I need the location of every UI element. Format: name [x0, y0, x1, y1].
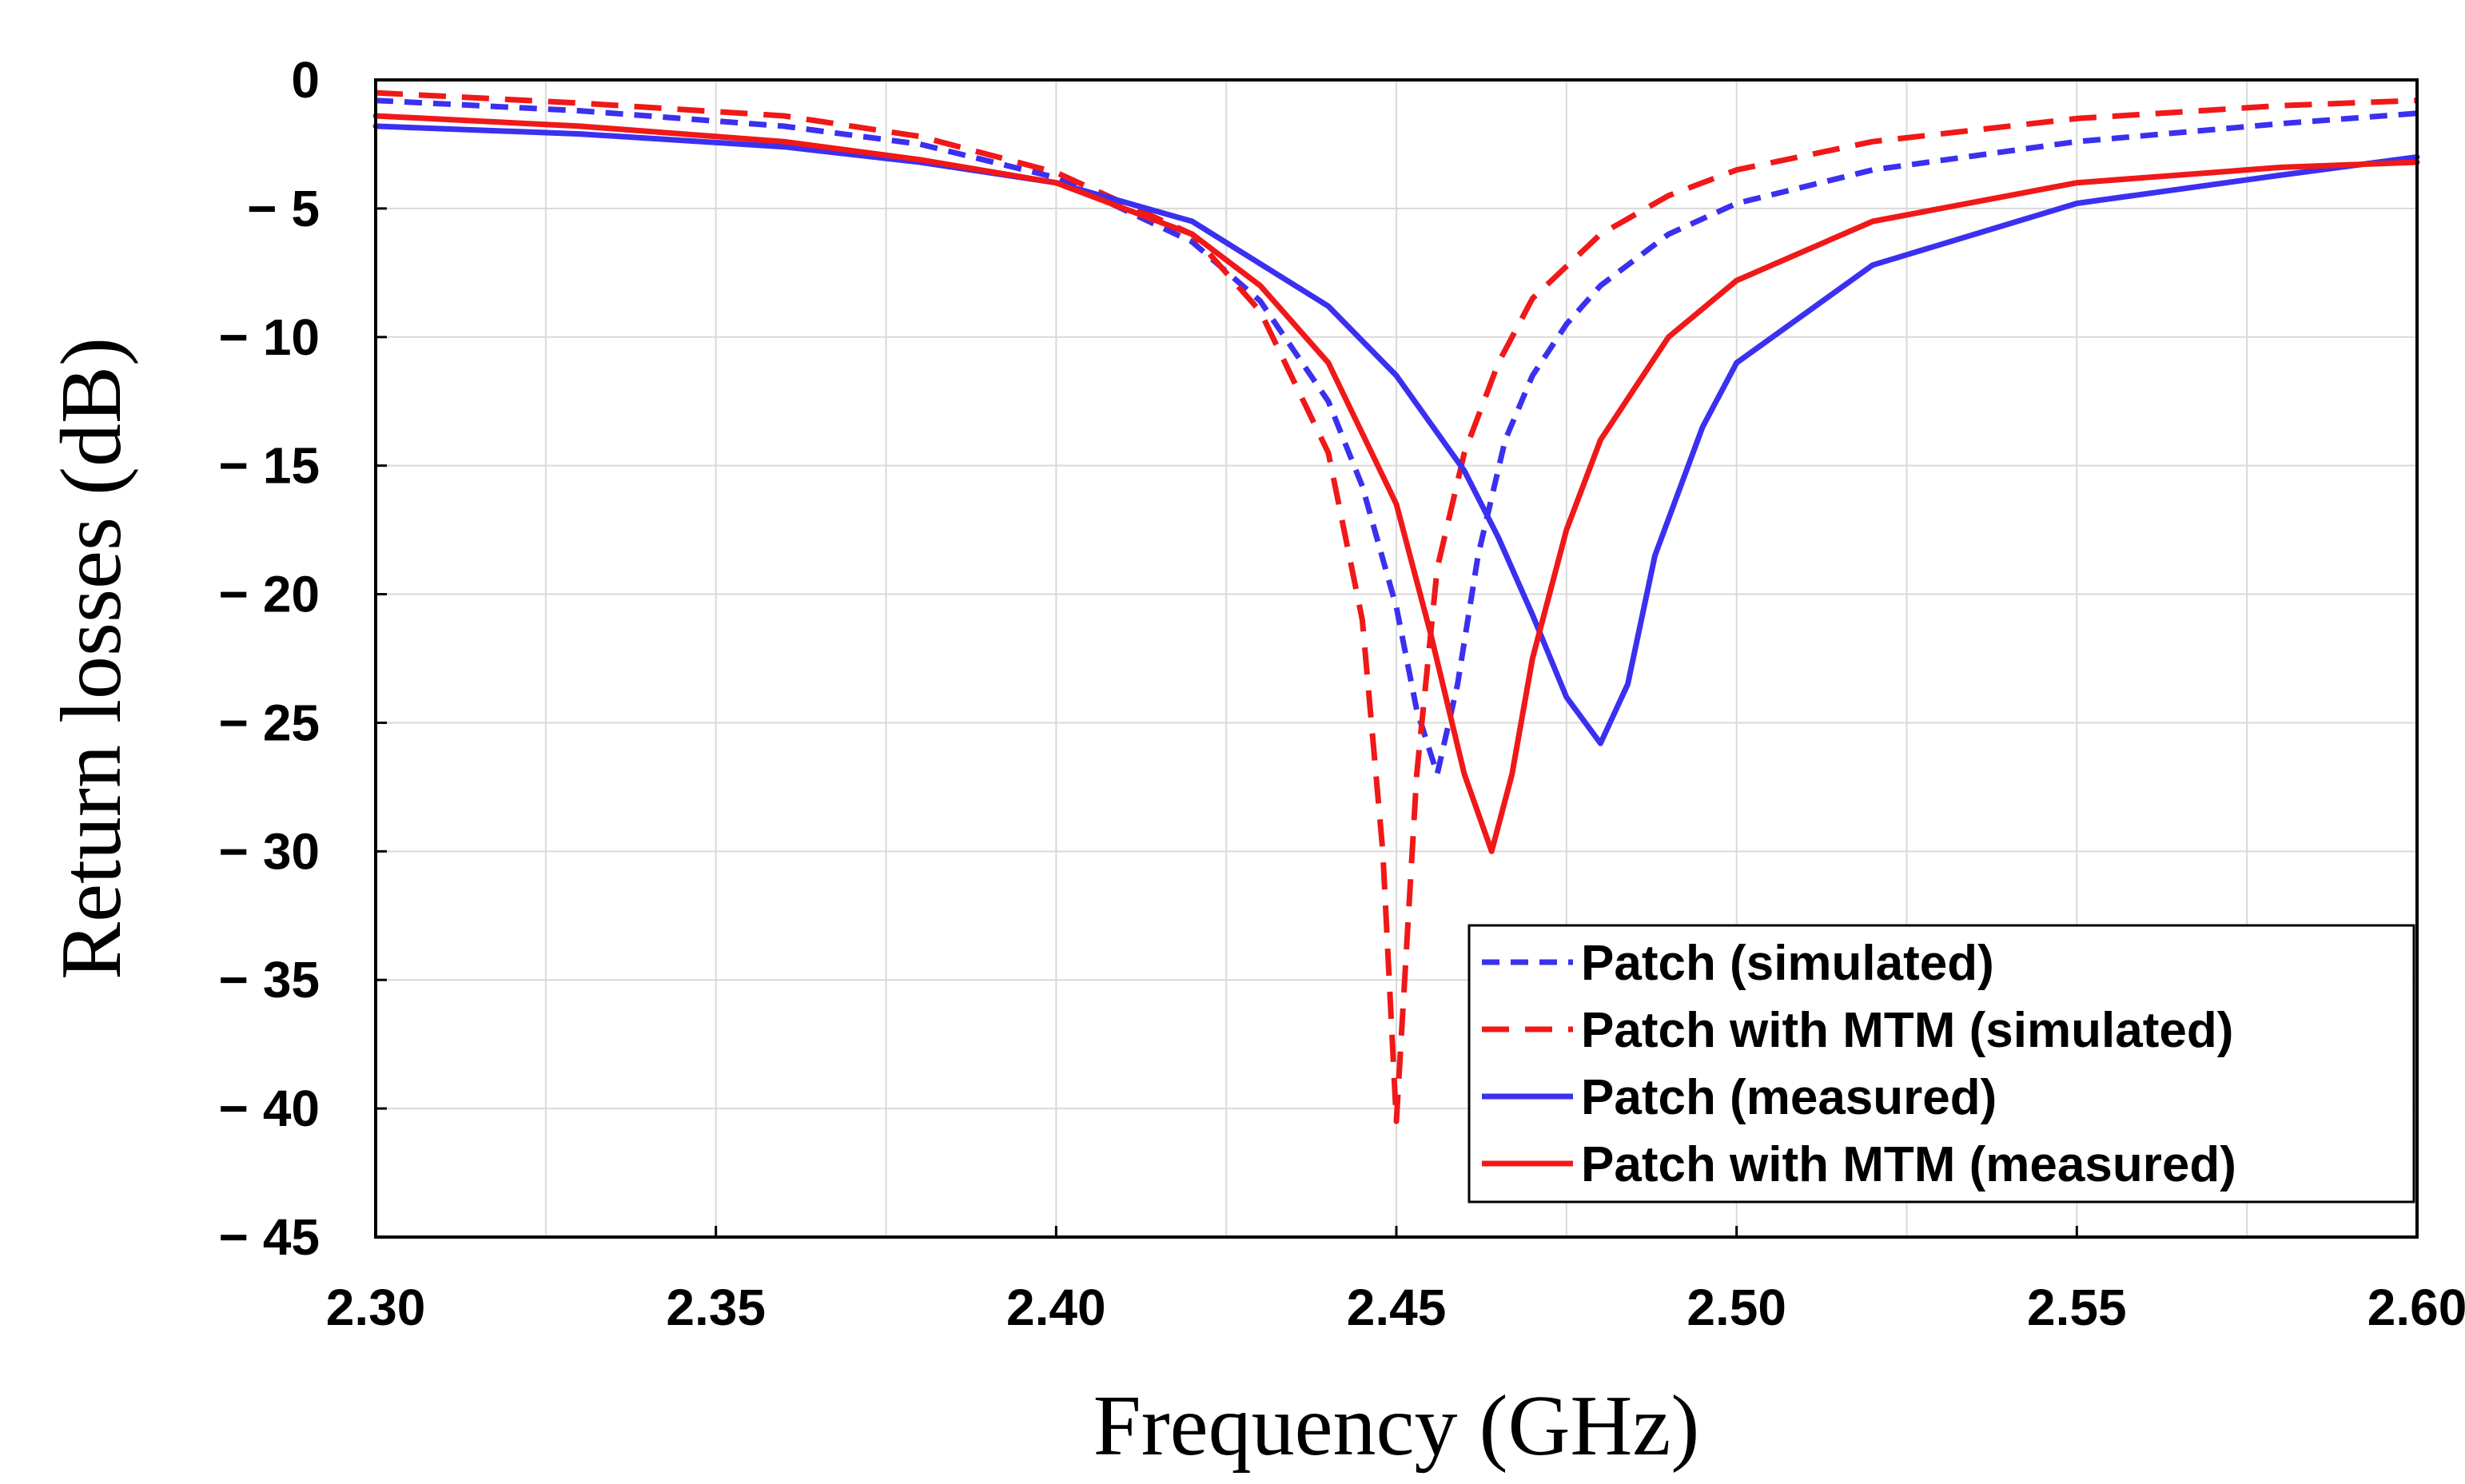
- y-tick-label: − 10: [219, 308, 320, 366]
- series-line-4: [372, 113, 2420, 854]
- x-tick-label: 2.45: [1347, 1279, 1447, 1336]
- series-layer: [372, 90, 2420, 1124]
- x-tick-label: 2.55: [2027, 1279, 2127, 1336]
- y-axis-title: Return losses (dB): [44, 337, 139, 980]
- y-tick-label: 0: [291, 51, 320, 109]
- x-tick-label: 2.40: [1006, 1279, 1106, 1336]
- x-tick-label: 2.60: [2367, 1279, 2465, 1336]
- y-axis-ticks: 0 − 5 − 10 − 15 − 20 − 25 − 30 − 35 − 40 − 45: [219, 51, 387, 1266]
- y-tick-label: − 35: [219, 951, 320, 1009]
- y-tick-label: − 40: [219, 1080, 320, 1137]
- legend-label: Patch with MTM (simulated): [1581, 1003, 2233, 1058]
- y-tick-label: − 5: [247, 180, 320, 237]
- x-axis-ticks: 2.30 2.35 2.40 2.45 2.50 2.55 2.60: [326, 1226, 2465, 1336]
- y-tick-label: − 20: [219, 566, 320, 623]
- x-tick-label: 2.50: [1686, 1279, 1786, 1336]
- legend-label: Patch with MTM (measured): [1581, 1137, 2236, 1192]
- series-line-1: [375, 97, 2418, 778]
- x-tick-label: 2.35: [666, 1279, 766, 1336]
- series-line-2: [375, 90, 2418, 1124]
- y-tick-label: − 30: [219, 822, 320, 880]
- y-tick-label: − 25: [219, 694, 320, 751]
- legend-label: Patch (measured): [1581, 1070, 1997, 1125]
- y-tick-label: − 45: [219, 1208, 320, 1266]
- legend-label: Patch (simulated): [1581, 936, 1994, 991]
- legend: Patch (simulated) Patch with MTM (simulat…: [1467, 924, 2415, 1204]
- x-tick-label: 2.30: [326, 1279, 426, 1336]
- y-tick-label: − 15: [219, 437, 320, 495]
- x-axis-title: Frequency (GHz): [1093, 1379, 1700, 1474]
- grid: [376, 80, 2417, 1237]
- legend-box: [1467, 924, 2415, 1204]
